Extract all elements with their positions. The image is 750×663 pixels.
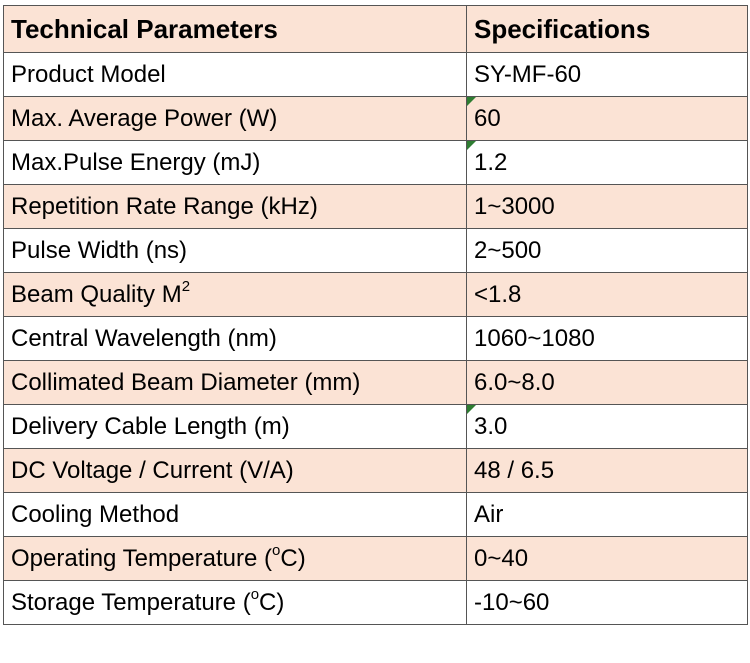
spec-cell: 1060~1080 bbox=[466, 316, 748, 361]
spec-value: 60 bbox=[474, 104, 501, 132]
param-cell: Pulse Width (ns) bbox=[3, 228, 467, 273]
table-row: Max.Pulse Energy (mJ) 1.2 bbox=[3, 140, 748, 185]
param-cell: DC Voltage / Current (V/A) bbox=[3, 448, 467, 493]
param-cell: Operating Temperature (oC) bbox=[3, 536, 467, 581]
table-row: Operating Temperature (oC) 0~40 bbox=[3, 536, 748, 581]
table-row: Central Wavelength (nm) 1060~1080 bbox=[3, 316, 748, 361]
spec-cell: <1.8 bbox=[466, 272, 748, 317]
table-row: Pulse Width (ns) 2~500 bbox=[3, 228, 748, 273]
param-text: Storage Temperature ( bbox=[11, 588, 251, 616]
param-text: Operating Temperature ( bbox=[11, 544, 273, 572]
spec-cell: 0~40 bbox=[466, 536, 748, 581]
table-row: Delivery Cable Length (m) 3.0 bbox=[3, 404, 748, 449]
spec-value: 3.0 bbox=[474, 412, 508, 440]
spec-cell: 48 / 6.5 bbox=[466, 448, 748, 493]
spec-cell: 1~3000 bbox=[466, 184, 748, 229]
param-cell: Collimated Beam Diameter (mm) bbox=[3, 360, 467, 405]
param-cell: Delivery Cable Length (m) bbox=[3, 404, 467, 449]
cell-marker-icon bbox=[467, 405, 476, 414]
param-cell: Cooling Method bbox=[3, 492, 467, 537]
param-cell: Beam Quality M2 bbox=[3, 272, 467, 317]
table-row: Collimated Beam Diameter (mm) 6.0~8.0 bbox=[3, 360, 748, 405]
param-suffix: C) bbox=[280, 544, 306, 572]
param-text: Beam Quality M bbox=[11, 280, 182, 308]
param-cell: Product Model bbox=[3, 52, 467, 97]
header-specifications: Specifications bbox=[466, 5, 748, 53]
superscript: o bbox=[272, 541, 281, 559]
table-row: Repetition Rate Range (kHz) 1~3000 bbox=[3, 184, 748, 229]
header-technical-parameters: Technical Parameters bbox=[3, 5, 467, 53]
spec-cell: 3.0 bbox=[466, 404, 748, 449]
table-row: Storage Temperature (oC) -10~60 bbox=[3, 580, 748, 625]
cell-marker-icon bbox=[467, 97, 476, 106]
table-row: Max. Average Power (W) 60 bbox=[3, 96, 748, 141]
cell-marker-icon bbox=[467, 141, 476, 150]
spec-cell: -10~60 bbox=[466, 580, 748, 625]
param-suffix: C) bbox=[259, 588, 285, 616]
table-row: Cooling Method Air bbox=[3, 492, 748, 537]
param-cell: Repetition Rate Range (kHz) bbox=[3, 184, 467, 229]
table-row: Beam Quality M2 <1.8 bbox=[3, 272, 748, 317]
superscript: o bbox=[250, 585, 260, 603]
superscript: 2 bbox=[181, 277, 191, 295]
spec-cell: Air bbox=[466, 492, 748, 537]
spec-cell: 6.0~8.0 bbox=[466, 360, 748, 405]
spec-cell: 2~500 bbox=[466, 228, 748, 273]
spec-cell: SY-MF-60 bbox=[466, 52, 748, 97]
spec-cell: 60 bbox=[466, 96, 748, 141]
table-header-row: Technical Parameters Specifications bbox=[3, 5, 748, 53]
param-cell: Max.Pulse Energy (mJ) bbox=[3, 140, 467, 185]
spec-table: Technical Parameters Specifications Prod… bbox=[3, 5, 748, 625]
spec-cell: 1.2 bbox=[466, 140, 748, 185]
param-cell: Central Wavelength (nm) bbox=[3, 316, 467, 361]
table-row: DC Voltage / Current (V/A) 48 / 6.5 bbox=[3, 448, 748, 493]
table-row: Product Model SY-MF-60 bbox=[3, 52, 748, 97]
param-cell: Max. Average Power (W) bbox=[3, 96, 467, 141]
spec-value: 1.2 bbox=[474, 148, 508, 176]
param-cell: Storage Temperature (oC) bbox=[3, 580, 467, 625]
